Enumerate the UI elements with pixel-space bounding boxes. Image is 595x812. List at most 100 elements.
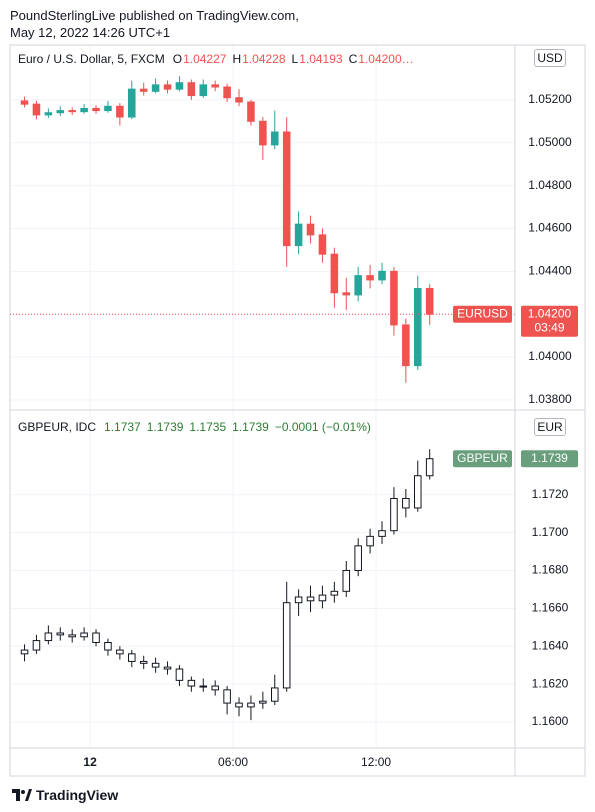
legend-item: 1.1735 <box>189 420 226 434</box>
candle-body <box>151 662 160 668</box>
candle-body <box>378 530 386 537</box>
y-tick-label: 1.1720 <box>532 487 569 501</box>
legend-item: 1.1739 <box>232 420 269 434</box>
candle-body <box>306 596 315 602</box>
candle-body <box>199 685 208 688</box>
candle-body <box>116 649 124 655</box>
candle-body <box>270 131 279 146</box>
candle-body <box>270 687 279 702</box>
countdown: 03:49 <box>534 320 564 334</box>
candle-body <box>68 634 76 638</box>
y-tick-label: 1.04400 <box>528 264 572 278</box>
y-tick-label: 1.1700 <box>532 525 569 539</box>
legend-item: L1.04193 <box>292 52 343 66</box>
candle-body <box>402 497 410 509</box>
footer-brand[interactable]: TradingView <box>12 787 118 803</box>
candle-body <box>211 685 219 691</box>
candle-body <box>247 702 255 708</box>
legend-item: −0.0001 (−0.01%) <box>275 420 371 434</box>
candle-body <box>44 632 53 642</box>
candle-body <box>187 82 196 97</box>
legend-key: L <box>291 52 299 66</box>
candle-body <box>306 223 315 236</box>
legend-title: Euro / U.S. Dollar, 5, FXCM <box>18 52 165 66</box>
candle-body <box>56 110 65 114</box>
candle-body <box>235 97 243 103</box>
legend-value: 1.04200… <box>358 52 414 66</box>
candle-body <box>342 569 351 592</box>
candle-body <box>247 101 255 122</box>
candle-body <box>163 84 172 90</box>
date-line: May 12, 2022 14:26 UTC+1 <box>10 25 171 40</box>
candle-body <box>80 632 88 638</box>
candle-body <box>128 88 136 118</box>
legend-value: −0.0001 (−0.01%) <box>274 420 371 434</box>
candle-body <box>92 107 100 112</box>
y-tick-label: 1.1600 <box>532 714 569 728</box>
candle-body <box>354 545 362 571</box>
legend-item: H1.04228 <box>232 52 285 66</box>
x-tick-label: 12:00 <box>361 755 391 769</box>
symbol-tag-box <box>453 450 512 468</box>
candle-body <box>223 86 231 99</box>
price-tag: 1.04200 <box>528 306 572 320</box>
candle-body <box>413 475 422 509</box>
legend-item: C1.04200… <box>349 52 414 66</box>
price-tag-box <box>521 450 578 468</box>
candle-body <box>151 84 160 92</box>
y-tick-label: 1.04600 <box>528 221 572 235</box>
candle-body <box>116 105 124 118</box>
price-tag-box <box>521 305 578 337</box>
candle-body <box>56 632 65 636</box>
candle-body <box>413 287 422 367</box>
candle-body <box>354 275 362 296</box>
candle-body <box>163 666 172 670</box>
brand-name: TradingView <box>36 787 119 803</box>
legend-item: O1.04227 <box>173 52 227 66</box>
y-tick-label: 1.05200 <box>528 92 572 106</box>
candle-body <box>366 275 374 281</box>
symbol-tag-box <box>453 305 512 323</box>
candle-body <box>282 602 291 689</box>
legend-eurusd: Euro / U.S. Dollar, 5, FXCM O1.04227 H1.04… <box>18 52 414 66</box>
legend-item: 1.1737 <box>104 420 141 434</box>
currency-badge[interactable]: EUR <box>534 418 566 436</box>
legend-value: 1.04227 <box>183 52 227 66</box>
price-tag: 1.1739 <box>531 451 568 465</box>
candle-body <box>20 649 29 655</box>
y-tick-label: 1.1660 <box>532 601 569 615</box>
legend-key: C <box>348 52 358 66</box>
candle-body <box>235 702 243 708</box>
legend-item: 1.1739 <box>147 420 184 434</box>
legend-value: 1.1739 <box>232 420 269 434</box>
candle-body <box>92 632 100 643</box>
candle-body <box>44 112 53 116</box>
candle-body <box>294 596 303 604</box>
candle-body <box>32 103 41 116</box>
author-line: PoundSterlingLive published on TradingVi… <box>10 8 299 23</box>
legend-value: 1.1735 <box>189 420 227 434</box>
candle-body <box>366 535 374 547</box>
y-tick-label: 1.1620 <box>532 676 569 690</box>
legend-title: GBPEUR, IDC <box>18 420 97 434</box>
candle-body <box>259 700 267 704</box>
candle-body <box>330 253 339 294</box>
candle-body <box>282 131 291 247</box>
y-tick-label: 1.1640 <box>532 638 569 652</box>
candle-body <box>223 689 231 704</box>
y-tick-label: 1.04000 <box>528 349 572 363</box>
brand-logo <box>12 789 32 801</box>
candle-body <box>425 458 434 477</box>
x-tick-label: 12 <box>83 755 97 769</box>
candle-body <box>104 641 112 651</box>
candle-body <box>402 324 410 367</box>
candle-body <box>139 660 148 664</box>
candle-body <box>187 679 196 687</box>
candle-body <box>139 88 148 92</box>
candle-body <box>20 100 29 105</box>
currency-badge[interactable]: USD <box>534 49 566 67</box>
symbol-tag: EURUSD <box>457 306 508 320</box>
candle-body <box>330 590 339 596</box>
